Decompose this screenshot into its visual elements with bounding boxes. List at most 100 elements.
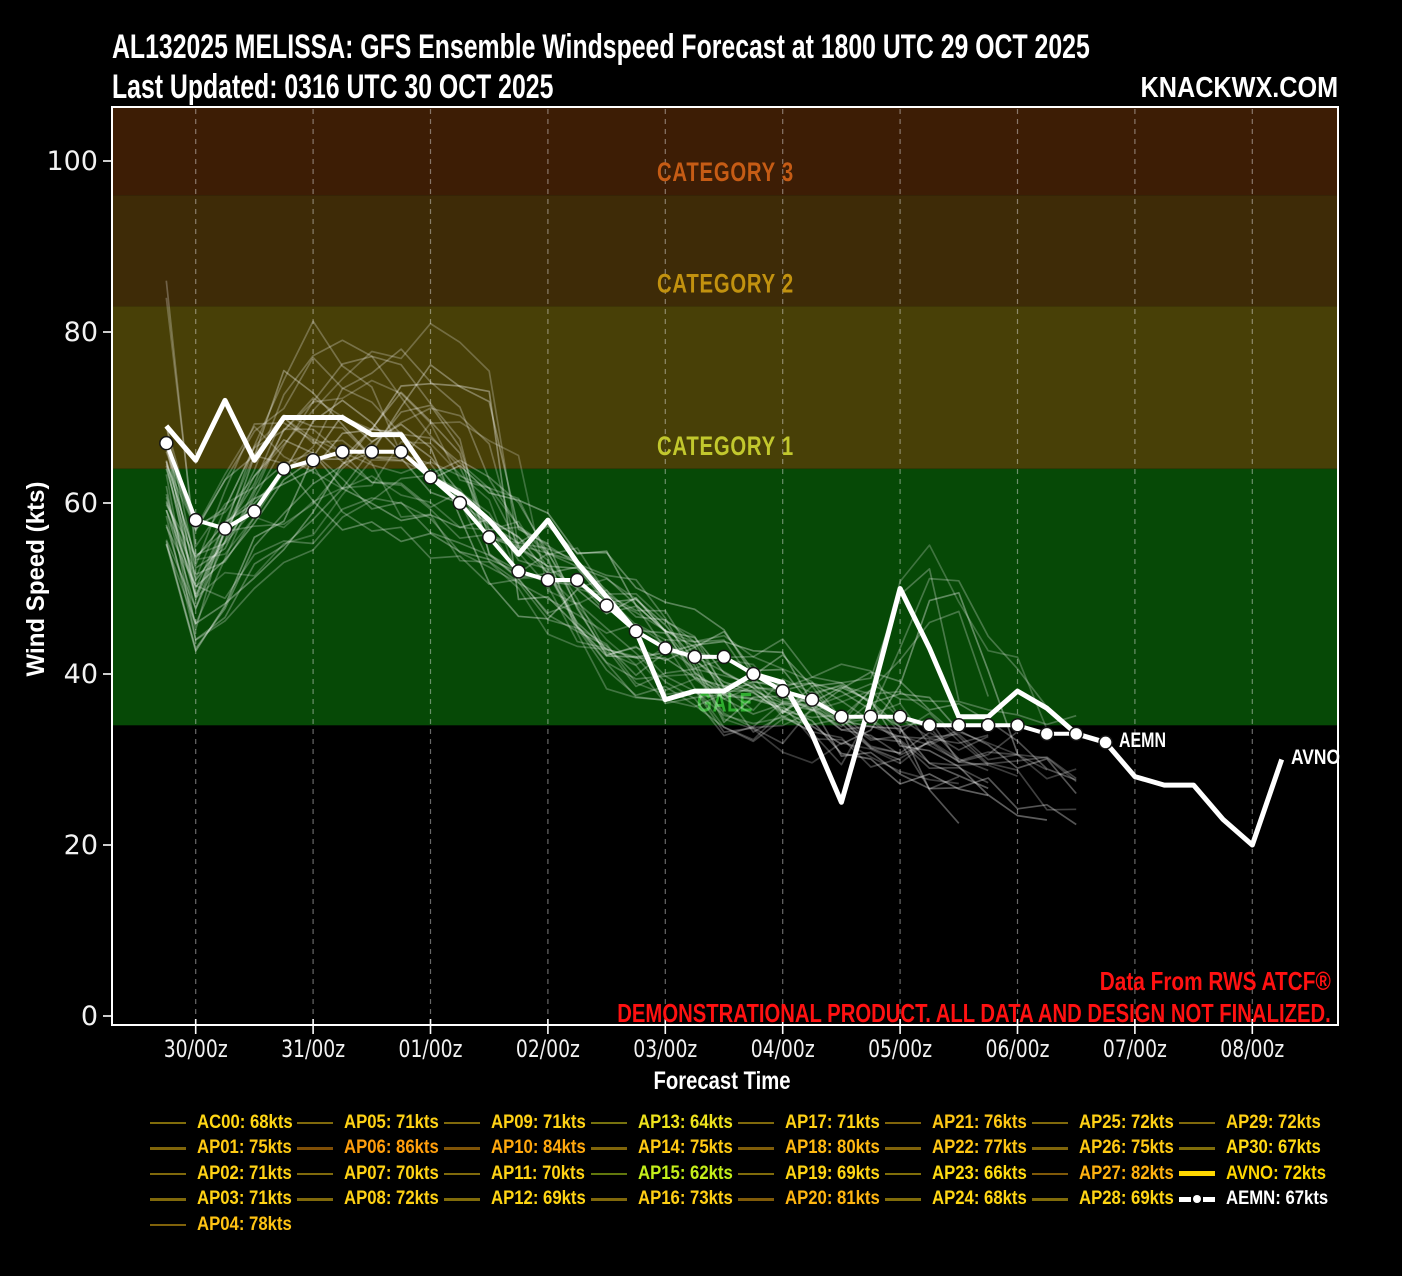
legend-column: AP13: 64kts AP14: 75kts AP15: 62kts AP16: 7… [591,1110,738,1238]
legend-swatch-icon [885,1147,921,1150]
legend-swatch-icon [444,1147,480,1150]
member-line-ap05 [165,416,1077,780]
x-tick-label: 31/00z [281,1035,345,1063]
legend-label: AP18: 80kts [785,1137,880,1159]
legend-label: AP23: 66kts [932,1162,1027,1184]
aemn-marker [834,709,849,724]
aemn-marker [481,529,497,545]
member-line-ap27 [165,322,1077,783]
aemn-marker [335,444,350,459]
x-tick-label: 06/00z [986,1035,1050,1063]
legend-item-ap05: AP05: 71kts [297,1110,444,1136]
x-tick-label: 07/00z [1103,1035,1167,1063]
x-tick-label: 02/00z [516,1035,580,1063]
zone-band-category-2 [112,195,1338,307]
legend-label: AP15: 62kts [638,1162,733,1184]
legend-item-ap03: AP03: 71kts [150,1187,297,1213]
y-tick-label: 80 [64,317,98,348]
aemn-marker [1039,726,1055,742]
aemn-marker [1010,718,1025,733]
legend-item-ap02: AP02: 71kts [150,1161,297,1187]
legend-item-ap04: AP04: 78kts [150,1212,297,1238]
legend-column: AP17: 71kts AP18: 80kts AP19: 69kts AP20: 8… [738,1110,885,1238]
legend-swatch-icon [885,1172,921,1175]
legend-label: AEMN: 67kts [1226,1188,1329,1210]
legend-item-ap06: AP06: 86kts [297,1136,444,1162]
legend-swatch-icon [444,1172,480,1175]
legend-swatch-icon [1032,1147,1068,1150]
aemn-marker [951,718,967,733]
legend-item-ap26: AP26: 75kts [1032,1136,1179,1162]
aemn-marker [364,444,380,459]
aemn-marker [599,598,614,613]
legend-label: AP03: 71kts [197,1188,292,1210]
avno-annotation: AVNO [1291,746,1340,769]
legend-swatch-icon [1179,1171,1215,1177]
y-tick-label: 100 [46,146,98,177]
legend-label: AP09: 71kts [491,1111,586,1133]
aemn-marker [892,709,908,724]
member-line-ap02 [165,407,1019,768]
legend-item-ap10: AP10: 84kts [444,1136,591,1162]
legend-swatch-icon [444,1198,480,1201]
aemn-marker [247,504,262,519]
member-line-ap12 [165,421,960,765]
zone-band-category-3 [112,107,1338,196]
legend-swatch-icon [885,1198,921,1201]
legend-item-ap11: AP11: 70kts [444,1161,591,1187]
legend-label: AVNO: 72kts [1226,1162,1327,1184]
legend-label: AP04: 78kts [197,1213,292,1235]
legend-item-ap21: AP21: 76kts [885,1110,1032,1136]
zone-label-category-3: CATEGORY 3 [657,157,794,187]
member-line-ap01 [165,363,1077,826]
legend-swatch-icon [738,1198,774,1201]
x-tick-label: 08/00z [1220,1035,1284,1063]
legend-swatch-icon [1032,1172,1068,1175]
legend-item-ap01: AP01: 75kts [150,1136,297,1162]
aemn-marker [511,564,526,579]
legend-item-ap15: AP15: 62kts [591,1161,738,1187]
aemn-marker [423,470,438,485]
legend-swatch-icon [1179,1147,1215,1150]
legend-label: AP01: 75kts [197,1137,292,1159]
legend-label: AP27: 82kts [1079,1162,1174,1184]
legend-item-ap22: AP22: 77kts [885,1136,1032,1162]
legend-swatch-icon [150,1172,186,1175]
member-line-ap06 [165,280,1077,737]
legend-item-ap16: AP16: 73kts [591,1187,738,1213]
member-line-ap15 [165,497,1048,771]
legend-column: AP05: 71kts AP06: 86kts AP07: 70kts AP08: 7… [297,1110,444,1238]
legend-item-ap29: AP29: 72kts [1179,1110,1326,1136]
legend-label: AP06: 86kts [344,1137,439,1159]
legend-item-ap08: AP08: 72kts [297,1187,444,1213]
zone-label-category-2: CATEGORY 2 [657,268,794,298]
member-line-ap13 [165,474,1077,780]
x-tick-label: 01/00z [399,1035,463,1063]
legend-label: AP11: 70kts [491,1162,585,1184]
legend-swatch-icon [1179,1121,1215,1124]
legend-column: AP29: 72kts AP30: 67kts AVNO: 72kts AEMN: 6… [1179,1110,1329,1238]
legend-label: AP12: 69kts [491,1188,586,1210]
x-tick-label: 30/00z [164,1035,228,1063]
x-tick-label: 04/00z [751,1035,815,1063]
legend-swatch-icon [591,1198,627,1201]
legend-label: AP14: 75kts [638,1137,733,1159]
legend-swatch-icon [1032,1121,1068,1124]
member-line-ap07 [165,414,1019,754]
brand-watermark: KNACKWX.COM [1140,72,1338,104]
legend-label: AP10: 84kts [491,1137,586,1159]
legend-label: AP02: 71kts [197,1162,292,1184]
aemn-marker [159,435,174,451]
legend-column: AP21: 76kts AP22: 77kts AP23: 66kts AP24: 6… [885,1110,1032,1238]
demo-product-note: DEMONSTRATIONAL PRODUCT. ALL DATA AND DE… [617,998,1331,1028]
legend-item-ap28: AP28: 69kts [1032,1187,1179,1213]
legend-swatch-icon [150,1198,186,1201]
legend-swatch-icon [1179,1195,1215,1204]
legend-swatch-icon [1032,1198,1068,1201]
zone-band-category-1 [112,306,1338,469]
y-axis-title: Wind Speed (kts) [22,482,50,677]
legend-swatch-icon [738,1121,774,1124]
legend-label: AP07: 70kts [344,1162,439,1184]
legend-item-ap13: AP13: 64kts [591,1110,738,1136]
legend-item-ap30: AP30: 67kts [1179,1136,1326,1162]
